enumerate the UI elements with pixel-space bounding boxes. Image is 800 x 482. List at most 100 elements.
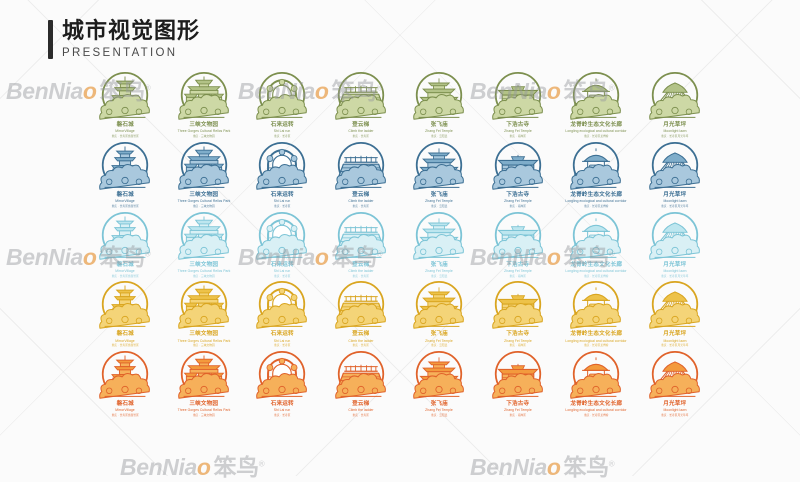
icon-label-sub: 重庆 · 长寿区月光草坪 [661, 134, 689, 139]
icon-cell[interactable]: 龙脊岭生态文化长廊 Longling ecological and cultura… [557, 70, 636, 138]
icon-cell[interactable]: 龙脊岭生态文化长廊 Longling ecological and cultura… [557, 210, 636, 278]
icon-label-cn: 下浩古寺 [506, 191, 530, 198]
pavilion-corridor-icon[interactable] [565, 70, 627, 122]
ladder-bridge-icon[interactable] [330, 210, 392, 262]
zhangfei-temple-icon[interactable] [408, 140, 470, 192]
icon-cell[interactable]: 下浩古寺 Zhang Fei Temple 重庆 · 南岸区 [479, 349, 558, 417]
icon-cell[interactable]: 张飞庙 Zhang Fei Temple 重庆 · 云阳县 [400, 210, 479, 278]
paifang-gateway-icon[interactable] [173, 349, 235, 401]
stone-arch-icon[interactable] [251, 210, 313, 262]
ladder-bridge-icon[interactable] [330, 279, 392, 331]
pagoda-tower-icon[interactable] [94, 70, 156, 122]
pagoda-tower-icon[interactable] [94, 279, 156, 331]
icon-cell[interactable]: 磐石城 MirrorVillage 重庆 · 长寿区旅游景区 [86, 349, 165, 417]
icon-cell[interactable]: 下浩古寺 Zhang Fei Temple 重庆 · 南岸区 [479, 279, 558, 347]
ancient-temple-icon[interactable] [487, 349, 549, 401]
icon-cell[interactable]: 张飞庙 Zhang Fei Temple 重庆 · 云阳县 [400, 70, 479, 138]
icon-cell[interactable]: 下浩古寺 Zhang Fei Temple 重庆 · 南岸区 [479, 70, 558, 138]
icon-cell[interactable]: 龙脊岭生态文化长廊 Longling ecological and cultura… [557, 140, 636, 208]
icon-cell[interactable]: 月光草坪 Moonlight lawn 重庆 · 长寿区月光草坪 [636, 70, 715, 138]
icon-label-sub: 重庆 · 长寿区月光草坪 [661, 343, 689, 348]
icon-label-sub: 重庆 · 长寿区 [352, 273, 369, 278]
icon-cell[interactable]: 张飞庙 Zhang Fei Temple 重庆 · 云阳县 [400, 140, 479, 208]
pagoda-tower-icon[interactable] [94, 140, 156, 192]
icon-label-en: Moonlight lawn [663, 129, 687, 134]
icon-label-sub: 重庆 · 长寿区 [352, 413, 369, 418]
icon-cell[interactable]: 三峡文物园 Three Gorges Cultural Relics Park 重庆… [165, 210, 244, 278]
ancient-temple-icon[interactable] [487, 70, 549, 122]
paifang-gateway-icon[interactable] [173, 210, 235, 262]
registered-mark-icon: ® [258, 459, 265, 469]
icon-cell[interactable]: 石来运转 Shi Lai run 重庆 · 长寿区 [243, 70, 322, 138]
zhangfei-temple-icon[interactable] [408, 349, 470, 401]
zhangfei-temple-icon[interactable] [408, 70, 470, 122]
icon-cell[interactable]: 月光草坪 Moonlight lawn 重庆 · 长寿区月光草坪 [636, 140, 715, 208]
icon-label-sub: 重庆 · 长寿区旅游景区 [111, 273, 139, 278]
icon-cell[interactable]: 三峡文物园 Three Gorges Cultural Relics Park 重庆… [165, 279, 244, 347]
ancient-temple-icon[interactable] [487, 279, 549, 331]
pavilion-corridor-icon[interactable] [565, 140, 627, 192]
icon-cell[interactable]: 石来运转 Shi Lai run 重庆 · 长寿区 [243, 210, 322, 278]
icon-cell[interactable]: 月光草坪 Moonlight lawn 重庆 · 长寿区月光草坪 [636, 210, 715, 278]
pavilion-corridor-icon[interactable] [565, 349, 627, 401]
paifang-gateway-icon[interactable] [173, 279, 235, 331]
pavilion-corridor-icon[interactable] [565, 279, 627, 331]
ladder-bridge-icon[interactable] [330, 349, 392, 401]
icon-cell[interactable]: 石来运转 Shi Lai run 重庆 · 长寿区 [243, 349, 322, 417]
ladder-bridge-icon[interactable] [330, 70, 392, 122]
icon-cell[interactable]: 张飞庙 Zhang Fei Temple 重庆 · 云阳县 [400, 349, 479, 417]
icon-label-cn: 磐石城 [116, 331, 134, 338]
icon-row-orange-row: 磐石城 MirrorVillage 重庆 · 长寿区旅游景区 三峡文物园 Three G… [86, 349, 714, 417]
icon-row-cyan-row: 磐石城 MirrorVillage 重庆 · 长寿区旅游景区 三峡文物园 Three G… [86, 210, 714, 278]
icon-label-cn: 龙脊岭生态文化长廊 [570, 261, 623, 268]
icon-cell[interactable]: 磐石城 MirrorVillage 重庆 · 长寿区旅游景区 [86, 140, 165, 208]
icon-cell[interactable]: 下浩古寺 Zhang Fei Temple 重庆 · 南岸区 [479, 140, 558, 208]
icon-cell[interactable]: 石来运转 Shi Lai run 重庆 · 长寿区 [243, 140, 322, 208]
icon-label-group: 石来运转 Shi Lai run 重庆 · 长寿区 [243, 402, 321, 417]
icon-label-en: Shi Lai run [273, 199, 291, 203]
zhangfei-temple-icon[interactable] [408, 279, 470, 331]
icon-cell[interactable]: 登云梯 Climb the ladder 重庆 · 长寿区 [322, 210, 401, 278]
moonlight-lawn-icon[interactable] [644, 349, 706, 401]
icon-cell[interactable]: 张飞庙 Zhang Fei Temple 重庆 · 云阳县 [400, 279, 479, 347]
icon-label-sub: 重庆 · 云阳县 [431, 134, 448, 139]
stone-arch-icon[interactable] [251, 279, 313, 331]
ladder-bridge-icon[interactable] [330, 140, 392, 192]
icon-cell[interactable]: 磐石城 MirrorVillage 重庆 · 长寿区旅游景区 [86, 70, 165, 138]
watermark-latin: BenNia [470, 454, 547, 480]
icon-label-cn: 张飞庙 [430, 331, 448, 338]
moonlight-lawn-icon[interactable] [644, 210, 706, 262]
icon-cell[interactable]: 龙脊岭生态文化长廊 Longling ecological and cultura… [557, 279, 636, 347]
pagoda-tower-icon[interactable] [94, 210, 156, 262]
stone-arch-icon[interactable] [251, 70, 313, 122]
paifang-gateway-icon[interactable] [173, 70, 235, 122]
ancient-temple-icon[interactable] [487, 140, 549, 192]
icon-label-en: Shi Lai run [273, 408, 291, 413]
icon-cell[interactable]: 磐石城 MirrorVillage 重庆 · 长寿区旅游景区 [86, 279, 165, 347]
icon-cell[interactable]: 下浩古寺 Zhang Fei Temple 重庆 · 南岸区 [479, 210, 558, 278]
pagoda-tower-icon[interactable] [94, 349, 156, 401]
pavilion-corridor-icon[interactable] [565, 210, 627, 262]
moonlight-lawn-icon[interactable] [644, 70, 706, 122]
icon-cell[interactable]: 登云梯 Climb the ladder 重庆 · 长寿区 [322, 349, 401, 417]
ancient-temple-icon[interactable] [487, 210, 549, 262]
icon-cell[interactable]: 登云梯 Climb the ladder 重庆 · 长寿区 [322, 140, 401, 208]
icon-label-en: Three Gorges Cultural Relics Park [177, 129, 231, 134]
stone-arch-icon[interactable] [251, 349, 313, 401]
icon-cell[interactable]: 龙脊岭生态文化长廊 Longling ecological and cultura… [557, 349, 636, 417]
brand-watermark: BenNiao 笨鸟® [120, 448, 265, 482]
zhangfei-temple-icon[interactable] [408, 210, 470, 262]
icon-cell[interactable]: 磐石城 MirrorVillage 重庆 · 长寿区旅游景区 [86, 210, 165, 278]
icon-cell[interactable]: 月光草坪 Moonlight lawn 重庆 · 长寿区月光草坪 [636, 349, 715, 417]
moonlight-lawn-icon[interactable] [644, 279, 706, 331]
icon-cell[interactable]: 三峡文物园 Three Gorges Cultural Relics Park 重庆… [165, 140, 244, 208]
icon-cell[interactable]: 登云梯 Climb the ladder 重庆 · 长寿区 [322, 279, 401, 347]
paifang-gateway-icon[interactable] [173, 140, 235, 192]
stone-arch-icon[interactable] [251, 140, 313, 192]
icon-cell[interactable]: 三峡文物园 Three Gorges Cultural Relics Park 重庆… [165, 349, 244, 417]
icon-cell[interactable]: 三峡文物园 Three Gorges Cultural Relics Park 重庆… [165, 70, 244, 138]
icon-cell[interactable]: 登云梯 Climb the ladder 重庆 · 长寿区 [322, 70, 401, 138]
icon-cell[interactable]: 石来运转 Shi Lai run 重庆 · 长寿区 [243, 279, 322, 347]
icon-cell[interactable]: 月光草坪 Moonlight lawn 重庆 · 长寿区月光草坪 [636, 279, 715, 347]
moonlight-lawn-icon[interactable] [644, 140, 706, 192]
